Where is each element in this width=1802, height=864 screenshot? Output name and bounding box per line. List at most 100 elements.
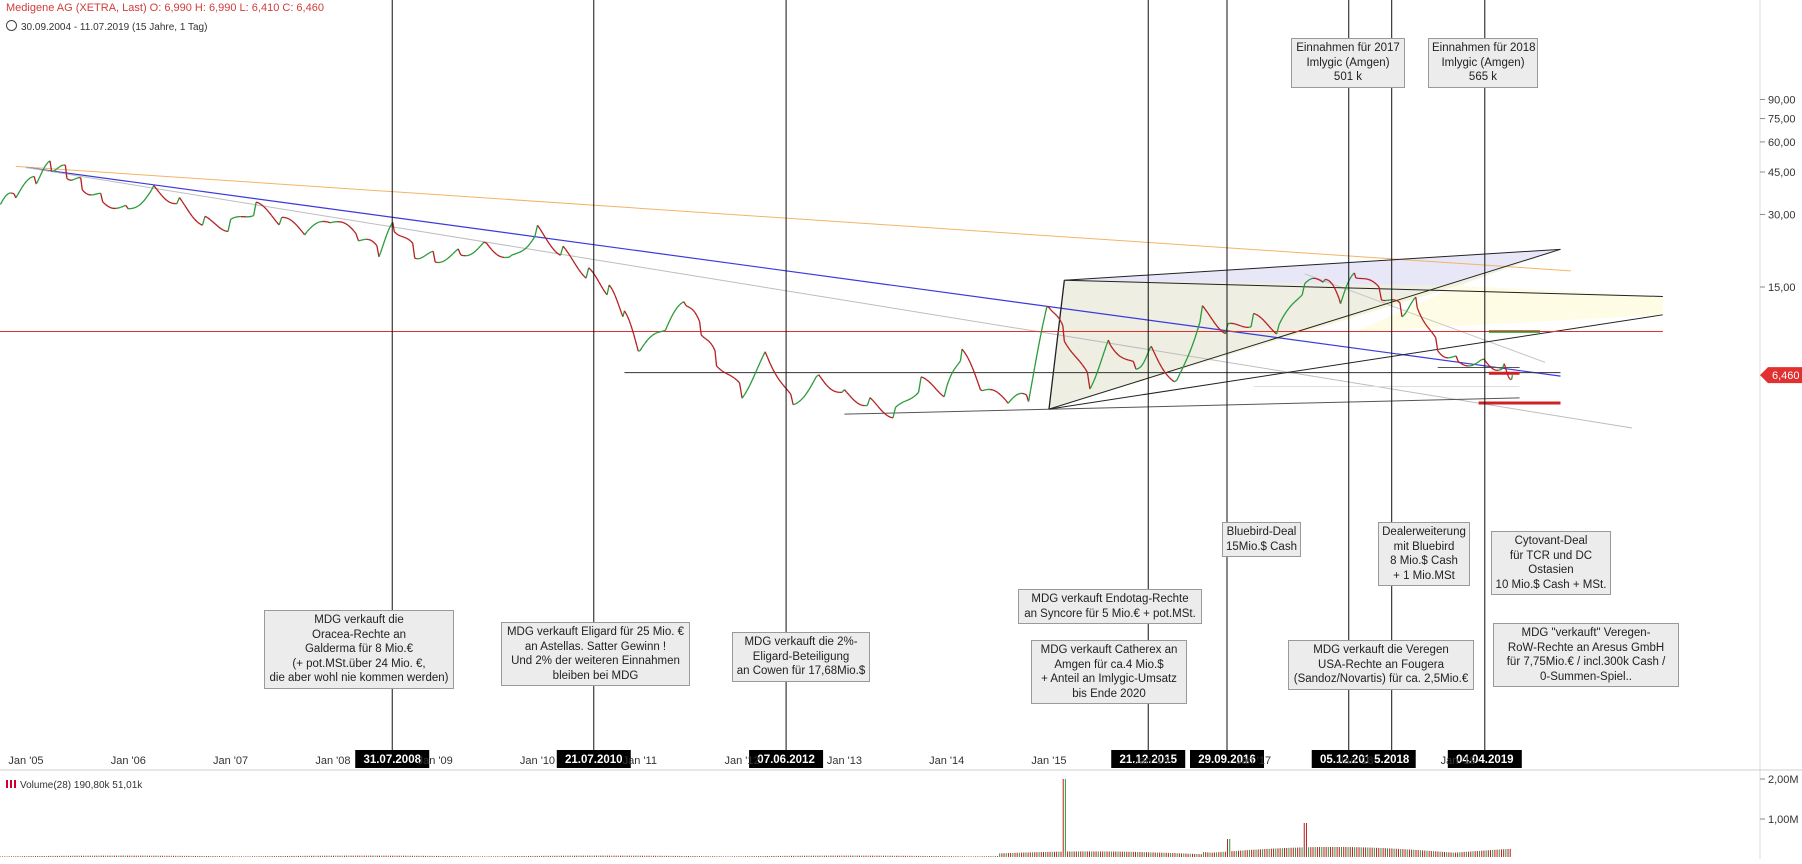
price-segment xyxy=(717,366,720,369)
price-segment xyxy=(637,345,639,351)
price-segment xyxy=(1049,308,1051,310)
price-segment xyxy=(959,361,961,363)
price-segment xyxy=(597,278,599,282)
price-segment xyxy=(1128,360,1131,361)
x-tick-label: Jan '07 xyxy=(213,755,248,767)
price-segment xyxy=(993,390,996,391)
price-segment xyxy=(1236,324,1239,325)
price-segment xyxy=(1174,380,1177,382)
price-segment xyxy=(514,253,517,254)
price-segment xyxy=(300,229,303,232)
price-segment xyxy=(76,178,78,179)
clock-icon xyxy=(6,20,17,31)
price-segment xyxy=(964,352,966,355)
x-tick-label: Jan '10 xyxy=(520,755,555,767)
price-segment xyxy=(998,393,1001,395)
price-segment xyxy=(315,223,318,224)
price-segment xyxy=(1317,279,1319,280)
price-segment xyxy=(307,229,310,232)
price-segment xyxy=(1131,361,1134,362)
price-segment xyxy=(1057,316,1059,318)
price-segment xyxy=(878,406,881,409)
price-segment xyxy=(1492,368,1494,369)
price-segment xyxy=(1432,332,1434,335)
price-segment xyxy=(433,251,435,262)
price-segment xyxy=(1440,353,1442,355)
price-segment xyxy=(976,378,978,384)
price-segment xyxy=(983,390,986,391)
price-segment xyxy=(686,305,688,306)
price-segment xyxy=(1031,379,1033,391)
price-segment xyxy=(81,178,83,190)
chart-range: 30.09.2004 - 11.07.2019 (15 Jahre, 1 Tag… xyxy=(6,20,207,33)
price-segment xyxy=(669,317,671,321)
price-segment xyxy=(274,219,277,222)
price-segment xyxy=(972,367,974,372)
price-segment xyxy=(146,194,149,198)
price-segment xyxy=(578,269,581,273)
price-segment xyxy=(75,178,77,179)
volume-icon xyxy=(6,780,16,788)
price-segment xyxy=(595,275,597,278)
price-segment xyxy=(208,218,211,220)
price-segment xyxy=(1000,395,1003,398)
price-segment xyxy=(1012,397,1014,399)
price-segment xyxy=(832,390,835,391)
price-segment xyxy=(379,253,381,257)
price-segment xyxy=(95,194,97,195)
price-segment xyxy=(1014,395,1016,397)
price-segment xyxy=(55,169,57,170)
price-segment xyxy=(956,365,958,367)
price-segment xyxy=(7,194,9,195)
price-segment xyxy=(1438,351,1440,354)
price-segment xyxy=(520,251,523,252)
price-segment xyxy=(1450,357,1452,358)
price-segment xyxy=(801,397,804,400)
price-segment xyxy=(476,248,479,251)
annotation-imlygic-2018: Einnahmen für 2018 Imlygic (Amgen) 565 k xyxy=(1428,38,1538,88)
price-segment xyxy=(527,244,530,247)
price-segment xyxy=(251,216,254,217)
price-segment xyxy=(752,374,755,380)
price-segment xyxy=(231,218,234,219)
price-segment xyxy=(707,340,709,341)
price-segment xyxy=(481,242,484,245)
price-segment xyxy=(393,222,395,232)
price-segment xyxy=(59,166,61,167)
price-segment xyxy=(888,416,891,417)
price-segment xyxy=(550,245,553,248)
price-segment xyxy=(205,216,208,217)
price-segment xyxy=(22,184,24,187)
x-tick-label: Jan '14 xyxy=(929,755,964,767)
price-segment xyxy=(850,395,853,398)
price-segment xyxy=(411,241,413,243)
price-segment xyxy=(1054,313,1056,314)
price-segment xyxy=(61,165,63,166)
price-segment xyxy=(898,403,901,405)
price-segment xyxy=(394,232,396,234)
price-segment xyxy=(695,313,697,315)
price-segment xyxy=(429,252,431,253)
price-segment xyxy=(722,371,725,373)
price-segment xyxy=(624,311,626,314)
price-segment xyxy=(356,234,359,241)
price-segment xyxy=(396,234,398,235)
price-segment xyxy=(535,225,538,236)
price-segment xyxy=(873,400,876,403)
price-segment xyxy=(911,397,914,399)
price-segment xyxy=(689,307,691,308)
price-segment xyxy=(182,201,185,205)
chart-header: Medigene AG (XETRA, Last) O: 6,990 H: 6,… xyxy=(6,2,324,14)
price-segment xyxy=(407,238,409,239)
price-segment xyxy=(409,239,411,241)
price-segment xyxy=(39,175,41,178)
price-segment xyxy=(86,194,88,195)
price-segment xyxy=(732,376,735,378)
price-segment xyxy=(497,254,500,256)
price-segment xyxy=(530,240,533,244)
orange-trendline xyxy=(16,166,1571,271)
price-segment xyxy=(755,368,758,374)
price-segment xyxy=(164,198,167,200)
price-segment xyxy=(765,352,768,358)
